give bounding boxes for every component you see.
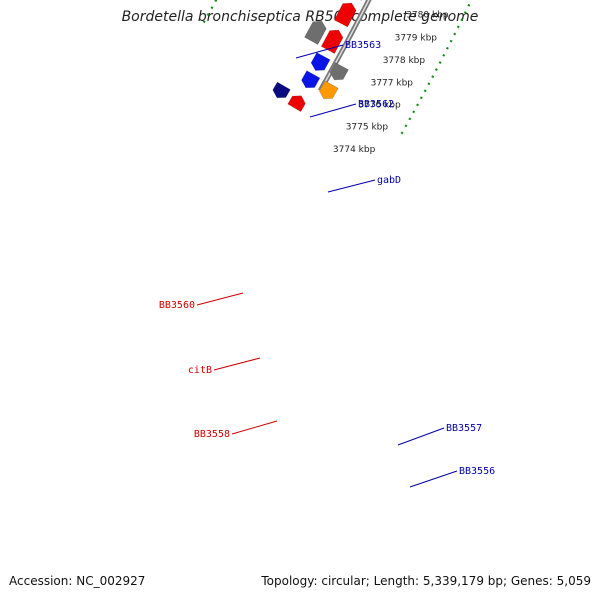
gene-label-6: BB3557 bbox=[446, 423, 482, 434]
gene-leader-line bbox=[309, 103, 357, 118]
gene-label-4: citB bbox=[188, 365, 212, 376]
gc-track-outer bbox=[399, 0, 473, 137]
gene-leader-line bbox=[409, 470, 458, 488]
gene-arrow bbox=[310, 52, 331, 71]
tick-label-5: 3780 kbp bbox=[406, 11, 449, 21]
gene-arrow bbox=[304, 20, 327, 45]
gene-label-2: gabD bbox=[377, 175, 401, 186]
gene-arrow bbox=[301, 70, 321, 89]
gene-label-5: BB3558 bbox=[194, 429, 230, 440]
gene-arrow bbox=[320, 29, 344, 54]
gene-leader-line bbox=[397, 427, 445, 446]
genome-title: Bordetella bronchiseptica RB50, complete… bbox=[121, 9, 479, 25]
tick-label-7: 3778 kbp bbox=[383, 56, 426, 66]
gene-arrow bbox=[287, 95, 306, 113]
gene-leader-line bbox=[295, 44, 344, 59]
gene-leader-line bbox=[196, 292, 244, 306]
gene-arrow bbox=[329, 62, 349, 81]
tick-label-10: 3775 kbp bbox=[346, 123, 389, 133]
tick-label-9: 3776 kbp bbox=[358, 101, 401, 111]
gene-arrow bbox=[333, 2, 357, 28]
tick-label-6: 3779 kbp bbox=[395, 33, 438, 43]
gene-leader-line bbox=[231, 420, 278, 435]
gene-label-0: BB3563 bbox=[345, 40, 381, 51]
accession-label: Accession: NC_002927 bbox=[9, 574, 146, 588]
gc-track-inner bbox=[201, 0, 218, 25]
gene-leader-line bbox=[327, 179, 376, 193]
gene-arrow bbox=[272, 81, 291, 99]
tick-label-11: 3774 kbp bbox=[333, 145, 376, 155]
gene-label-7: BB3556 bbox=[459, 466, 495, 477]
gene-label-1: BB3562 bbox=[358, 99, 394, 110]
gene-leader-line bbox=[213, 357, 261, 371]
tick-label-8: 3777 kbp bbox=[371, 78, 414, 88]
gene-label-3: BB3560 bbox=[159, 300, 195, 311]
backbone-highlight bbox=[319, 0, 370, 92]
gene-arrow bbox=[319, 80, 339, 100]
genome-summary-label: Topology: circular; Length: 5,339,179 bp… bbox=[261, 574, 591, 588]
